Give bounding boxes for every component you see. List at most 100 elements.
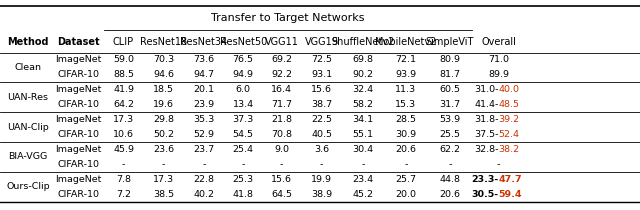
Text: 44.8: 44.8 xyxy=(440,175,460,184)
Text: 53.9: 53.9 xyxy=(439,115,461,124)
Text: 17.3: 17.3 xyxy=(113,115,134,124)
Text: -: - xyxy=(497,160,500,169)
Text: 23.6: 23.6 xyxy=(153,145,174,154)
Text: -: - xyxy=(362,160,365,169)
Text: UAN-Clip: UAN-Clip xyxy=(7,123,49,131)
Text: 54.5: 54.5 xyxy=(233,130,253,139)
Text: 11.3: 11.3 xyxy=(395,85,417,94)
Text: ImageNet: ImageNet xyxy=(55,55,101,64)
Text: 48.5: 48.5 xyxy=(499,100,520,109)
Text: 55.1: 55.1 xyxy=(353,130,374,139)
Text: -: - xyxy=(241,160,245,169)
Text: CIFAR-10: CIFAR-10 xyxy=(57,130,99,139)
Text: 89.9: 89.9 xyxy=(488,70,509,79)
Text: 60.5: 60.5 xyxy=(440,85,460,94)
Text: 16.4: 16.4 xyxy=(271,85,292,94)
Text: ImageNet: ImageNet xyxy=(55,115,101,124)
Text: 19.9: 19.9 xyxy=(311,175,332,184)
Text: 18.5: 18.5 xyxy=(153,85,174,94)
Text: 23.9: 23.9 xyxy=(193,100,214,109)
Text: 21.8: 21.8 xyxy=(271,115,292,124)
Text: 45.2: 45.2 xyxy=(353,190,374,199)
Text: 76.5: 76.5 xyxy=(233,55,253,64)
Text: 20.1: 20.1 xyxy=(193,85,214,94)
Text: 94.9: 94.9 xyxy=(233,70,253,79)
Text: ImageNet: ImageNet xyxy=(55,85,101,94)
Text: Clean: Clean xyxy=(14,63,42,72)
Text: 20.0: 20.0 xyxy=(396,190,416,199)
Text: 90.2: 90.2 xyxy=(353,70,374,79)
Text: 38.5: 38.5 xyxy=(153,190,174,199)
Text: 25.7: 25.7 xyxy=(396,175,416,184)
Text: 15.6: 15.6 xyxy=(311,85,332,94)
Text: Method: Method xyxy=(7,37,49,47)
Text: 41.8: 41.8 xyxy=(233,190,253,199)
Text: -: - xyxy=(162,160,165,169)
Text: BIA-VGG: BIA-VGG xyxy=(8,152,47,161)
Text: 29.8: 29.8 xyxy=(153,115,174,124)
Text: 31.0-: 31.0- xyxy=(474,85,499,94)
Text: 19.6: 19.6 xyxy=(153,100,174,109)
Text: 13.4: 13.4 xyxy=(232,100,254,109)
Text: 6.0: 6.0 xyxy=(236,85,251,94)
Text: CLIP: CLIP xyxy=(113,37,134,47)
Text: 40.0: 40.0 xyxy=(499,85,520,94)
Text: 64.2: 64.2 xyxy=(113,100,134,109)
Text: 71.0: 71.0 xyxy=(488,55,509,64)
Text: CIFAR-10: CIFAR-10 xyxy=(57,100,99,109)
Text: 59.0: 59.0 xyxy=(113,55,134,64)
Text: 25.4: 25.4 xyxy=(233,145,253,154)
Text: -: - xyxy=(448,160,452,169)
Text: SimpleViT: SimpleViT xyxy=(426,37,474,47)
Text: VGG19: VGG19 xyxy=(305,37,339,47)
Text: 80.9: 80.9 xyxy=(440,55,460,64)
Text: 22.5: 22.5 xyxy=(311,115,332,124)
Text: ImageNet: ImageNet xyxy=(55,175,101,184)
Text: 62.2: 62.2 xyxy=(440,145,460,154)
Text: UAN-Res: UAN-Res xyxy=(7,93,49,102)
Text: 70.3: 70.3 xyxy=(153,55,174,64)
Text: 28.5: 28.5 xyxy=(396,115,416,124)
Text: CIFAR-10: CIFAR-10 xyxy=(57,190,99,199)
Text: 30.5-: 30.5- xyxy=(472,190,499,199)
Text: 38.9: 38.9 xyxy=(311,190,332,199)
Text: -: - xyxy=(404,160,408,169)
Text: 47.7: 47.7 xyxy=(499,175,522,184)
Text: MobileNetv2: MobileNetv2 xyxy=(375,37,436,47)
Text: 15.6: 15.6 xyxy=(271,175,292,184)
Text: 37.3: 37.3 xyxy=(232,115,254,124)
Text: 50.2: 50.2 xyxy=(153,130,174,139)
Text: 70.8: 70.8 xyxy=(271,130,292,139)
Text: 94.6: 94.6 xyxy=(153,70,174,79)
Text: 88.5: 88.5 xyxy=(113,70,134,79)
Text: 41.9: 41.9 xyxy=(113,85,134,94)
Text: 40.2: 40.2 xyxy=(193,190,214,199)
Text: -: - xyxy=(202,160,205,169)
Text: 45.9: 45.9 xyxy=(113,145,134,154)
Text: 23.4: 23.4 xyxy=(353,175,374,184)
Text: 59.4: 59.4 xyxy=(499,190,522,199)
Text: 20.6: 20.6 xyxy=(396,145,416,154)
Text: 23.3-: 23.3- xyxy=(471,175,499,184)
Text: 92.2: 92.2 xyxy=(271,70,292,79)
Text: 81.7: 81.7 xyxy=(440,70,460,79)
Text: 71.7: 71.7 xyxy=(271,100,292,109)
Text: 73.6: 73.6 xyxy=(193,55,214,64)
Text: Transfer to Target Networks: Transfer to Target Networks xyxy=(211,13,365,23)
Text: Overall: Overall xyxy=(481,37,516,47)
Text: VGG11: VGG11 xyxy=(265,37,298,47)
Text: 30.9: 30.9 xyxy=(395,130,417,139)
Text: 38.2: 38.2 xyxy=(499,145,520,154)
Text: 52.4: 52.4 xyxy=(499,130,520,139)
Text: ImageNet: ImageNet xyxy=(55,145,101,154)
Text: ResNet18: ResNet18 xyxy=(140,37,187,47)
Text: 31.8-: 31.8- xyxy=(474,115,499,124)
Text: 52.9: 52.9 xyxy=(193,130,214,139)
Text: 41.4-: 41.4- xyxy=(474,100,499,109)
Text: 23.7: 23.7 xyxy=(193,145,214,154)
Text: ResNet34: ResNet34 xyxy=(180,37,227,47)
Text: 35.3: 35.3 xyxy=(193,115,214,124)
Text: 9.0: 9.0 xyxy=(274,145,289,154)
Text: 17.3: 17.3 xyxy=(153,175,174,184)
Text: CIFAR-10: CIFAR-10 xyxy=(57,160,99,169)
